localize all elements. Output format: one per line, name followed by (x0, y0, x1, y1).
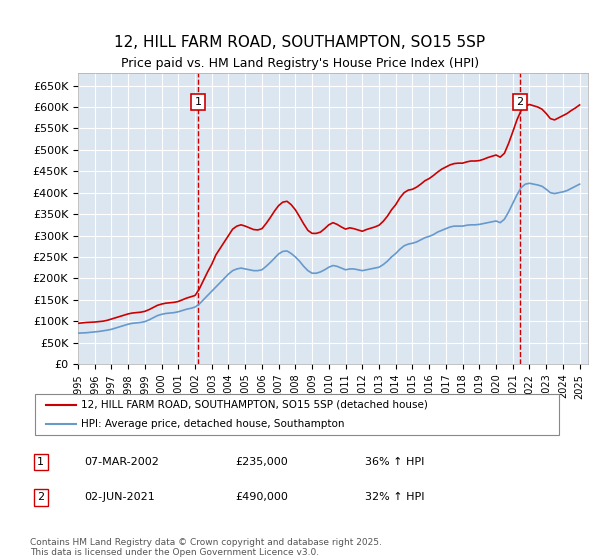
Text: 02-JUN-2021: 02-JUN-2021 (84, 492, 155, 502)
Text: 2: 2 (516, 97, 523, 107)
Text: Contains HM Land Registry data © Crown copyright and database right 2025.
This d: Contains HM Land Registry data © Crown c… (30, 538, 382, 557)
Text: HPI: Average price, detached house, Southampton: HPI: Average price, detached house, Sout… (82, 419, 345, 430)
Text: 1: 1 (194, 97, 202, 107)
Text: 1: 1 (37, 457, 44, 467)
Text: 12, HILL FARM ROAD, SOUTHAMPTON, SO15 5SP (detached house): 12, HILL FARM ROAD, SOUTHAMPTON, SO15 5S… (82, 399, 428, 409)
Text: £490,000: £490,000 (235, 492, 288, 502)
Text: 12, HILL FARM ROAD, SOUTHAMPTON, SO15 5SP: 12, HILL FARM ROAD, SOUTHAMPTON, SO15 5S… (115, 35, 485, 50)
Text: Price paid vs. HM Land Registry's House Price Index (HPI): Price paid vs. HM Land Registry's House … (121, 57, 479, 70)
Text: 36% ↑ HPI: 36% ↑ HPI (365, 457, 424, 467)
Text: 07-MAR-2002: 07-MAR-2002 (84, 457, 159, 467)
FancyBboxPatch shape (35, 394, 559, 435)
Text: 32% ↑ HPI: 32% ↑ HPI (365, 492, 424, 502)
Text: 2: 2 (37, 492, 44, 502)
Text: £235,000: £235,000 (235, 457, 288, 467)
